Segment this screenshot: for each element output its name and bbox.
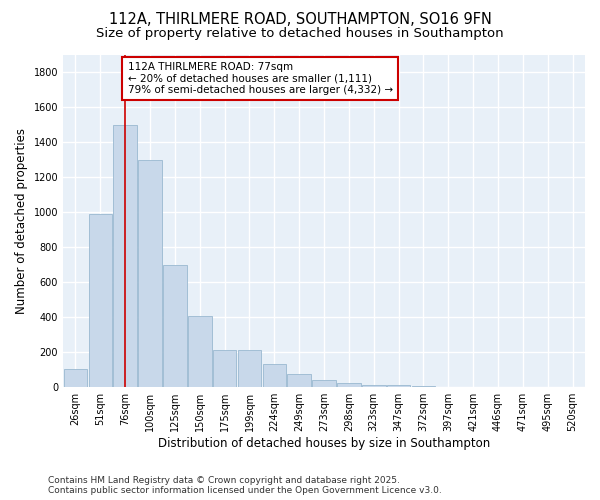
Bar: [263, 364, 286, 387]
Bar: [287, 374, 311, 387]
Bar: [64, 369, 87, 387]
Text: 112A, THIRLMERE ROAD, SOUTHAMPTON, SO16 9FN: 112A, THIRLMERE ROAD, SOUTHAMPTON, SO16 …: [109, 12, 491, 28]
Text: 112A THIRLMERE ROAD: 77sqm
← 20% of detached houses are smaller (1,111)
79% of s: 112A THIRLMERE ROAD: 77sqm ← 20% of deta…: [128, 62, 393, 95]
Bar: [238, 350, 261, 387]
Text: Contains HM Land Registry data © Crown copyright and database right 2025.
Contai: Contains HM Land Registry data © Crown c…: [48, 476, 442, 495]
Bar: [89, 214, 112, 387]
Bar: [113, 125, 137, 387]
Bar: [436, 386, 460, 387]
Y-axis label: Number of detached properties: Number of detached properties: [15, 128, 28, 314]
Bar: [213, 350, 236, 387]
Bar: [362, 384, 386, 387]
Bar: [312, 380, 336, 387]
X-axis label: Distribution of detached houses by size in Southampton: Distribution of detached houses by size …: [158, 437, 490, 450]
Bar: [163, 265, 187, 387]
Bar: [412, 386, 435, 387]
Bar: [188, 316, 212, 387]
Bar: [337, 383, 361, 387]
Bar: [138, 160, 162, 387]
Text: Size of property relative to detached houses in Southampton: Size of property relative to detached ho…: [96, 28, 504, 40]
Bar: [387, 386, 410, 387]
